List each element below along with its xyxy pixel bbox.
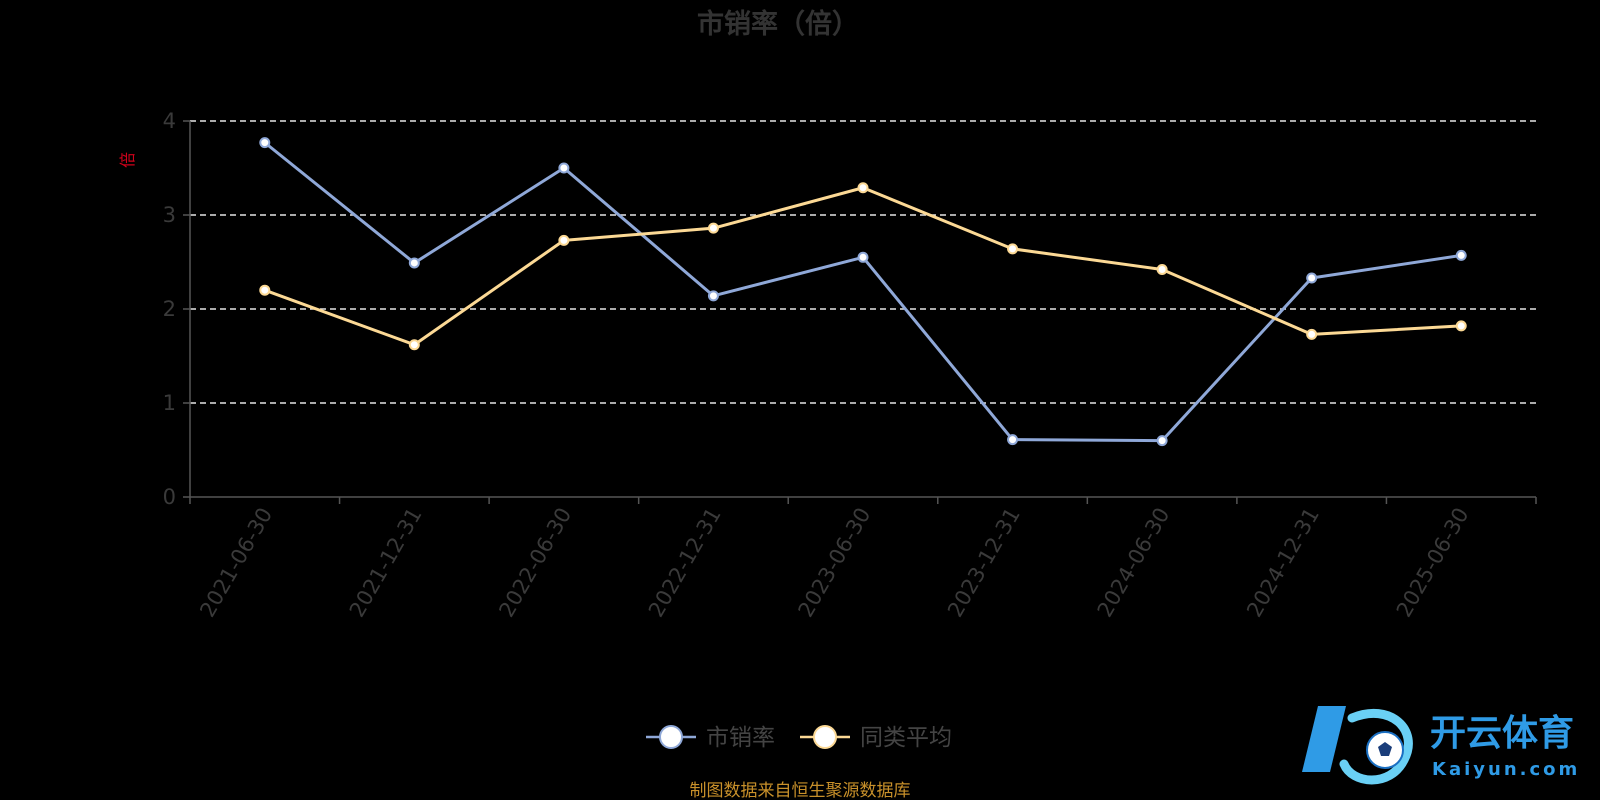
legend-label: 同类平均 — [860, 725, 952, 751]
data-point[interactable] — [1156, 435, 1168, 447]
legend[interactable]: 市销率 同类平均 — [646, 725, 952, 751]
x-tick-label: 2024-12-31 — [1242, 504, 1324, 622]
x-tick-label: 2021-06-30 — [195, 504, 277, 622]
data-point[interactable] — [1306, 328, 1318, 340]
data-source-note: 制图数据来自恒生聚源数据库 — [690, 781, 911, 800]
series-lines — [259, 137, 1467, 447]
legend-label: 市销率 — [706, 725, 775, 751]
legend-marker-icon — [813, 725, 837, 749]
logo-chinese-text: 开云体育 — [1430, 713, 1574, 754]
legend-item-0[interactable]: 市销率 — [646, 725, 775, 751]
data-point[interactable] — [1007, 434, 1019, 446]
y-tick-label: 1 — [163, 391, 176, 415]
x-tick-label: 2023-06-30 — [794, 504, 876, 622]
x-tick-label: 2024-06-30 — [1093, 504, 1175, 622]
data-point[interactable] — [857, 182, 869, 194]
y-tick-label: 2 — [163, 297, 176, 321]
legend-marker-icon — [659, 725, 683, 749]
x-tick-label: 2021-12-31 — [345, 504, 427, 622]
data-point[interactable] — [857, 251, 869, 263]
data-point[interactable] — [707, 222, 719, 234]
y-tick-label: 0 — [163, 485, 176, 509]
data-point[interactable] — [259, 137, 271, 149]
data-point[interactable] — [1156, 264, 1168, 276]
x-tick-label: 2023-12-31 — [943, 504, 1025, 622]
x-tick-label: 2025-06-30 — [1392, 504, 1474, 622]
data-point[interactable] — [1007, 243, 1019, 255]
y-axis-unit-label: 倍 — [118, 152, 137, 168]
logo-english-text: Kaiyun.com — [1432, 759, 1580, 780]
logo-mark-icon — [1302, 706, 1413, 785]
kaiyun-logo: 开云体育 Kaiyun.com — [1302, 706, 1580, 785]
data-point[interactable] — [707, 290, 719, 302]
data-point[interactable] — [408, 339, 420, 351]
legend-item-1[interactable]: 同类平均 — [800, 725, 952, 751]
data-point[interactable] — [558, 162, 570, 174]
y-tick-label: 4 — [163, 109, 176, 133]
series-line-1 — [264, 186, 1462, 347]
grid-lines — [190, 120, 1536, 404]
data-point[interactable] — [408, 257, 420, 269]
axes: 0 1 2 3 4 2021-06-30 2021-12-31 2022-06-30 2022-… — [163, 109, 1537, 622]
y-tick-label: 3 — [163, 203, 176, 227]
x-tick-label: 2022-12-31 — [644, 504, 726, 622]
data-point[interactable] — [1455, 320, 1467, 332]
x-tick-label: 2022-06-30 — [494, 504, 576, 622]
data-point[interactable] — [558, 234, 570, 246]
data-point[interactable] — [1455, 249, 1467, 261]
data-point[interactable] — [1306, 272, 1318, 284]
chart-title: 市销率（倍） — [697, 8, 859, 40]
data-point[interactable] — [259, 284, 271, 296]
